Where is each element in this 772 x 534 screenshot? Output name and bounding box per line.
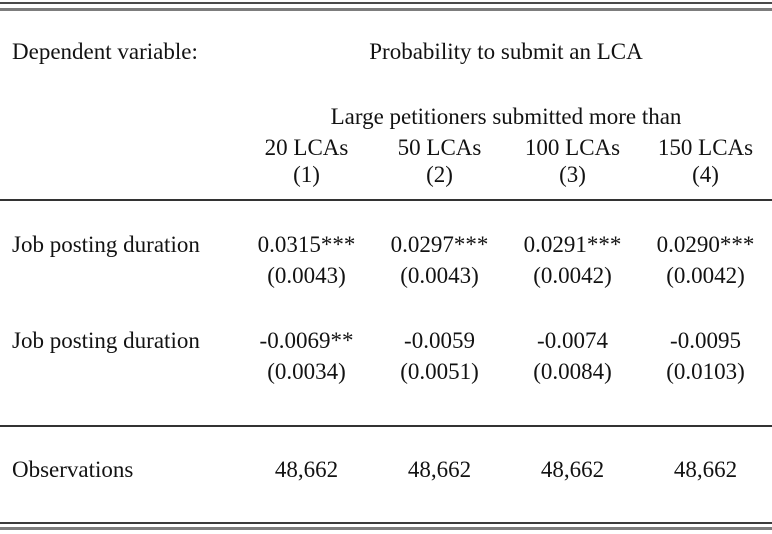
standard-error-value: (0.0042) (533, 263, 612, 288)
coefficient-cell: -0.0095 (0.0103) (639, 325, 772, 387)
column-header-row: 20 LCAs 50 LCAs 100 LCAs 150 LCAs (0, 134, 772, 161)
dependent-variable-row: Dependent variable: Probability to submi… (0, 37, 772, 66)
dependent-variable-value: Probability to submit an LCA (369, 39, 643, 64)
coefficient-value: -0.0069** (259, 328, 354, 353)
standard-error-value: (0.0084) (533, 359, 612, 384)
model-number-4: (4) (692, 162, 719, 187)
column-header-150-lcas: 150 LCAs (657, 135, 754, 160)
coefficient-value: 0.0291*** (523, 232, 622, 257)
coefficient-value: -0.0059 (404, 328, 475, 353)
standard-error-value: (0.0103) (666, 359, 745, 384)
bottom-rule-outer (0, 522, 772, 524)
coefficient-cell: -0.0069** (0.0034) (240, 325, 373, 387)
observations-value: 48,662 (274, 457, 339, 482)
header-separator-rule (0, 199, 772, 201)
standard-error-value: (0.0042) (666, 263, 745, 288)
coefficient-cell: 0.0291*** (0.0042) (506, 229, 639, 291)
model-number-spacer (0, 161, 240, 189)
observations-value: 48,662 (673, 457, 738, 482)
column-group-header-row: Large petitioners submitted more than (0, 103, 772, 130)
coefficient-row-2-label: Job posting duration (12, 328, 200, 353)
column-header-20-lcas: 20 LCAs (264, 135, 349, 160)
top-rule-inner (0, 8, 772, 11)
coefficient-cell: 0.0315*** (0.0043) (240, 229, 373, 291)
standard-error-value: (0.0051) (400, 359, 479, 384)
column-header-50-lcas: 50 LCAs (397, 135, 482, 160)
standard-error-value: (0.0043) (267, 263, 346, 288)
standard-error-value: (0.0034) (267, 359, 346, 384)
observations-row: Observations 48,662 48,662 48,662 48,662 (0, 454, 772, 485)
coefficient-cell: 0.0290*** (0.0042) (639, 229, 772, 291)
coefficient-value: 0.0315*** (257, 232, 356, 257)
body-separator-rule (0, 425, 772, 427)
column-header-spacer (0, 134, 240, 161)
coefficient-value: 0.0290*** (656, 232, 755, 257)
dependent-variable-label: Dependent variable: (12, 39, 198, 64)
model-number-row: (1) (2) (3) (4) (0, 161, 772, 189)
coefficient-value: -0.0074 (537, 328, 608, 353)
observations-value: 48,662 (407, 457, 472, 482)
bottom-rule-inner (0, 527, 772, 530)
coefficient-cell: -0.0074 (0.0084) (506, 325, 639, 387)
model-number-3: (3) (559, 162, 586, 187)
coefficient-row-1: Job posting duration 0.0315*** (0.0043) … (0, 229, 772, 291)
top-rule-outer (0, 2, 772, 4)
model-number-2: (2) (426, 162, 453, 187)
observations-value: 48,662 (540, 457, 605, 482)
model-number-1: (1) (293, 162, 320, 187)
coefficient-row-1-label: Job posting duration (12, 232, 200, 257)
coefficient-value: 0.0297*** (390, 232, 489, 257)
coefficient-cell: 0.0297*** (0.0043) (373, 229, 506, 291)
column-group-header: Large petitioners submitted more than (330, 104, 682, 129)
coefficient-value: -0.0095 (670, 328, 741, 353)
coefficient-row-2: Job posting duration -0.0069** (0.0034) … (0, 325, 772, 387)
standard-error-value: (0.0043) (400, 263, 479, 288)
observations-label: Observations (12, 457, 134, 482)
coefficient-cell: -0.0059 (0.0051) (373, 325, 506, 387)
column-header-100-lcas: 100 LCAs (524, 135, 621, 160)
